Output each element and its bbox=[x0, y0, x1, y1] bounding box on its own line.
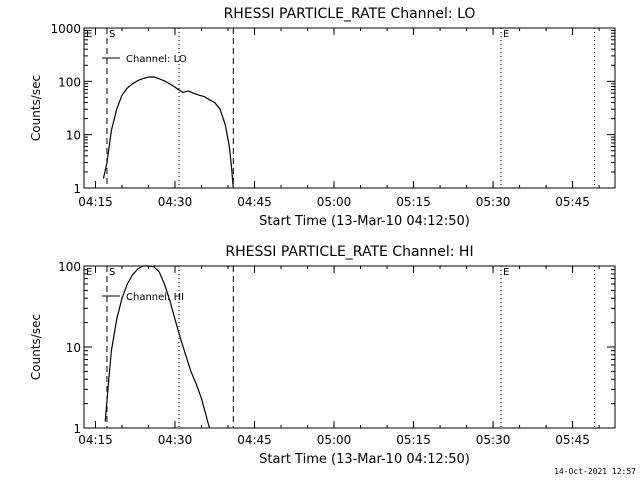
chart-title: RHESSI PARTICLE_RATE Channel: HI bbox=[225, 244, 473, 260]
x-tick-label: 05:00 bbox=[317, 195, 352, 209]
chart-panel-2: RHESSI PARTICLE_RATE Channel: HI 04:15 04:… bbox=[29, 244, 616, 467]
y-axis-label: Counts/sec bbox=[29, 75, 43, 141]
x-tick-label: 05:45 bbox=[555, 195, 590, 209]
y-tick-label: 10 bbox=[66, 341, 81, 355]
chart-title: RHESSI PARTICLE_RATE Channel: LO bbox=[224, 6, 476, 22]
x-tick-label: 05:15 bbox=[396, 195, 431, 209]
x-axis-label: Start Time (13-Mar-10 04:12:50) bbox=[259, 214, 470, 229]
time-marker-label: E bbox=[86, 29, 92, 40]
chart-panel-1: RHESSI PARTICLE_RATE Channel: LO 04:15 04:… bbox=[29, 6, 616, 229]
x-tick-label: 04:15 bbox=[78, 433, 113, 447]
time-marker-label: E bbox=[503, 267, 509, 278]
y-tick-label: 1 bbox=[73, 182, 81, 196]
y-axis-label: Counts/sec bbox=[29, 314, 43, 380]
x-tick-label: 05:15 bbox=[396, 433, 431, 447]
footer-timestamp: 14-Oct-2021 12:57 bbox=[554, 467, 636, 476]
x-tick-label: 04:15 bbox=[78, 195, 113, 209]
x-tick-label: 05:00 bbox=[317, 433, 352, 447]
x-axis-label: Start Time (13-Mar-10 04:12:50) bbox=[259, 452, 470, 467]
x-tick-label: 05:45 bbox=[555, 433, 590, 447]
x-tick-label: 04:45 bbox=[237, 433, 272, 447]
plot-frame bbox=[83, 27, 616, 189]
x-tick-label: 05:30 bbox=[476, 195, 511, 209]
x-tick-label: 04:45 bbox=[237, 195, 272, 209]
y-tick-label: 10 bbox=[66, 129, 81, 143]
legend-label: Channel: HI bbox=[126, 292, 184, 303]
series-line bbox=[104, 265, 211, 429]
legend-label: Channel: LO bbox=[126, 54, 187, 65]
time-marker-label: S bbox=[109, 29, 115, 40]
x-tick-label: 05:30 bbox=[476, 433, 511, 447]
time-marker-label: E bbox=[86, 267, 92, 278]
series-line bbox=[102, 76, 234, 189]
time-marker-label: S bbox=[109, 267, 115, 278]
y-tick-label: 100 bbox=[58, 75, 81, 89]
plot-frame bbox=[83, 265, 616, 429]
x-tick-label: 04:30 bbox=[158, 195, 193, 209]
y-tick-label: 1000 bbox=[50, 22, 81, 36]
y-tick-label: 100 bbox=[58, 260, 81, 274]
time-marker-label: E bbox=[503, 29, 509, 40]
x-tick-label: 04:30 bbox=[158, 433, 193, 447]
y-tick-label: 1 bbox=[73, 422, 81, 436]
